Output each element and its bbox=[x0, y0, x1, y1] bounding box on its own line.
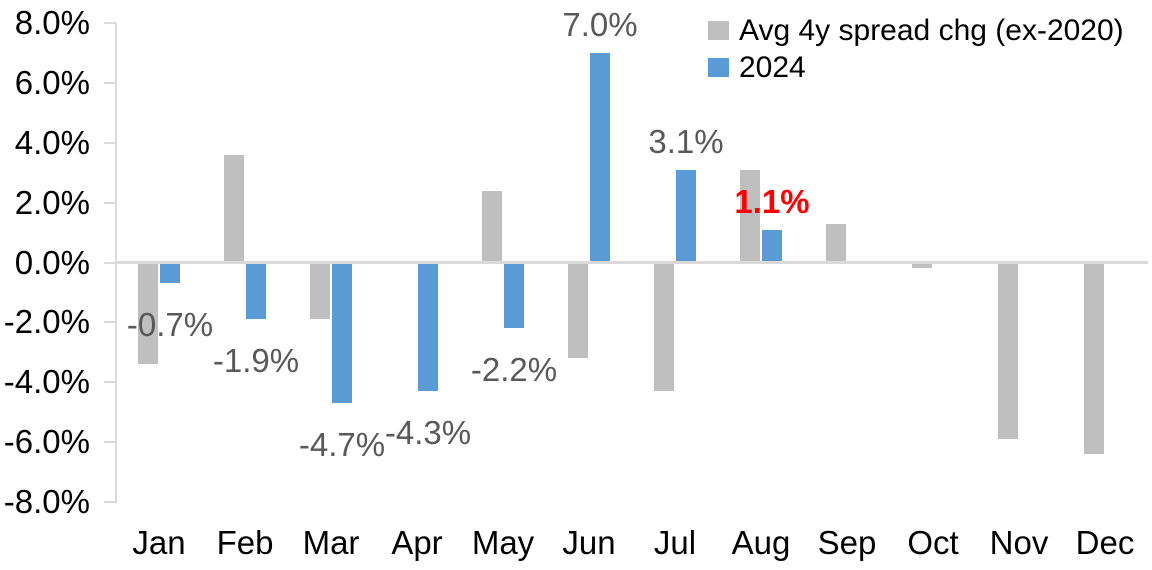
data-label-jan: -0.7% bbox=[126, 306, 214, 344]
bar-avg4y-mar bbox=[310, 262, 330, 320]
bar-avg4y-jun bbox=[568, 262, 588, 359]
x-axis-label-may: May bbox=[471, 524, 535, 561]
y-axis-tick-label: -8.0% bbox=[3, 483, 90, 520]
legend: Avg 4y spread chg (ex-2020) 2024 bbox=[708, 12, 1124, 86]
bar-2024-feb bbox=[246, 262, 266, 320]
bar-avg4y-aug bbox=[740, 169, 760, 263]
x-axis-label-nov: Nov bbox=[989, 524, 1049, 561]
bar-avg4y-jul bbox=[654, 262, 674, 392]
data-label-may: -2.2% bbox=[470, 351, 558, 389]
legend-swatch-gray bbox=[708, 21, 729, 40]
y-axis-tick-label: -2.0% bbox=[3, 303, 90, 341]
bar-2024-jul bbox=[676, 169, 696, 263]
bar-avg4y-sep bbox=[826, 223, 846, 263]
legend-label-2024: 2024 bbox=[739, 51, 806, 84]
y-axis-tick-label: 4.0% bbox=[14, 123, 90, 161]
bar-2024-jun bbox=[590, 52, 610, 263]
y-axis-tick-label: -6.0% bbox=[3, 423, 90, 461]
bar-2024-aug bbox=[762, 229, 782, 263]
bar-avg4y-feb bbox=[224, 154, 244, 263]
y-axis-tick-mark bbox=[104, 141, 116, 144]
bar-2024-apr bbox=[418, 262, 438, 392]
legend-item-avg-4y-spread: Avg 4y spread chg (ex-2020) bbox=[708, 12, 1124, 49]
x-axis-label-aug: Aug bbox=[731, 524, 791, 561]
y-axis-tick-mark bbox=[104, 22, 116, 24]
bar-2024-jan bbox=[160, 262, 180, 284]
y-axis-tick-mark bbox=[104, 441, 116, 444]
data-label-feb: -1.9% bbox=[212, 342, 300, 380]
x-axis-label-jun: Jun bbox=[562, 524, 616, 561]
legend-swatch-blue bbox=[708, 58, 729, 77]
x-axis-label-dec: Dec bbox=[1075, 524, 1135, 561]
bar-avg4y-dec bbox=[1084, 262, 1104, 455]
legend-item-2024: 2024 bbox=[708, 49, 1124, 86]
data-label-jun: 7.0% bbox=[562, 5, 638, 43]
x-axis-label-oct: Oct bbox=[907, 524, 959, 561]
y-axis-tick-label: 6.0% bbox=[14, 63, 90, 101]
bar-avg4y-may bbox=[482, 190, 502, 263]
x-axis-label-jan: Jan bbox=[132, 524, 186, 561]
x-axis-label-apr: Apr bbox=[391, 524, 443, 561]
zero-axis-line bbox=[116, 261, 1148, 264]
y-axis-tick-mark bbox=[104, 261, 116, 264]
x-axis-label-sep: Sep bbox=[817, 524, 877, 561]
y-axis-tick-label: 0.0% bbox=[14, 243, 90, 281]
y-axis-tick-mark bbox=[104, 81, 116, 84]
data-label-aug: 1.1% bbox=[734, 182, 810, 220]
y-axis-tick-mark bbox=[104, 201, 116, 204]
y-axis-tick-label: 8.0% bbox=[14, 4, 90, 41]
bar-2024-mar bbox=[332, 262, 352, 404]
y-axis-tick-mark bbox=[104, 501, 116, 503]
legend-label-avg-4y-spread: Avg 4y spread chg (ex-2020) bbox=[739, 14, 1124, 47]
y-axis-tick-mark bbox=[104, 381, 116, 384]
x-axis-label-feb: Feb bbox=[216, 524, 274, 561]
y-axis-tick-label: 2.0% bbox=[14, 183, 90, 221]
y-axis-tick-mark bbox=[104, 321, 116, 324]
bar-2024-may bbox=[504, 262, 524, 329]
bar-avg4y-jan bbox=[138, 262, 158, 365]
bar-avg4y-nov bbox=[998, 262, 1018, 440]
x-axis-label-mar: Mar bbox=[302, 524, 360, 561]
bar-avg4y-oct bbox=[912, 262, 932, 269]
data-label-apr: -4.3% bbox=[384, 414, 472, 452]
data-label-mar: -4.7% bbox=[298, 426, 386, 464]
data-label-jul: 3.1% bbox=[648, 122, 724, 160]
y-axis-tick-label: -4.0% bbox=[3, 363, 90, 401]
x-axis-label-jul: Jul bbox=[653, 524, 697, 561]
